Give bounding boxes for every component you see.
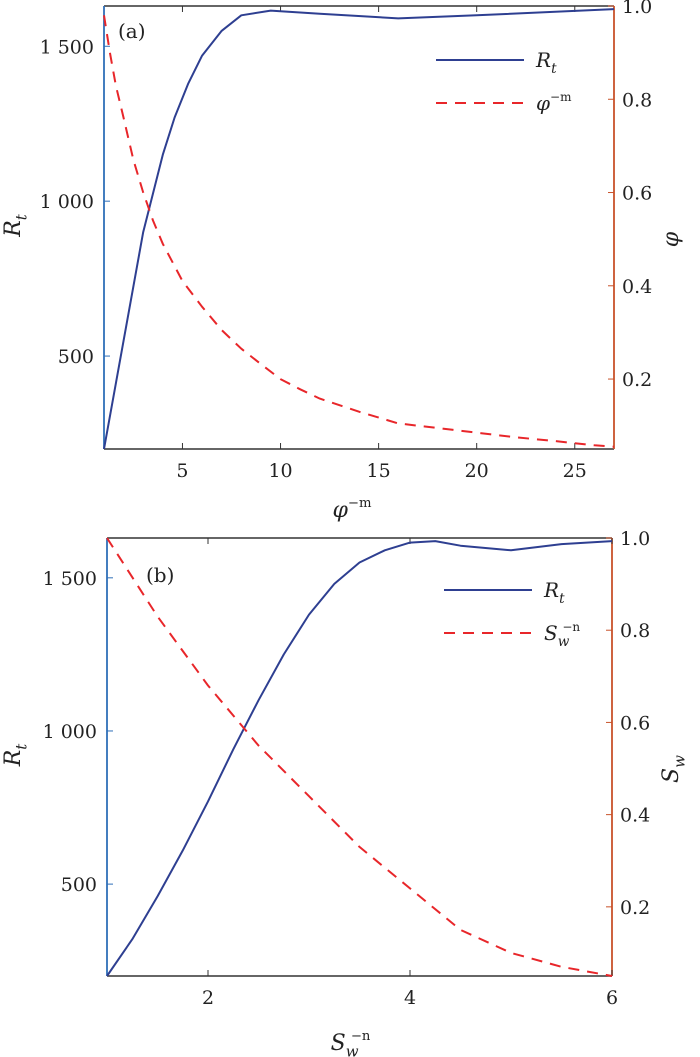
x-tick-label: 2 <box>202 987 214 1009</box>
y-right-tick-label: 0.2 <box>622 369 652 391</box>
x-tick-label: 5 <box>176 460 188 482</box>
y-left-tick-label: 1 500 <box>43 568 97 590</box>
y-right-axis-label: φ <box>659 231 684 247</box>
y-left-tick-label: 1 500 <box>40 36 94 58</box>
x-axis-label-base: S <box>331 1031 346 1056</box>
legend-label-1-base: S <box>544 621 558 645</box>
y-right-axis-label-base: φ <box>659 231 684 247</box>
y-left-axis-label-sub: t <box>13 213 31 220</box>
series-line-1 <box>106 537 613 977</box>
y-right-tick-label: 0.2 <box>620 897 650 919</box>
y-left-tick-label: 1 000 <box>40 191 94 213</box>
y-left-tick-label: 500 <box>61 874 97 896</box>
y-right-tick-label: 1.0 <box>620 528 650 550</box>
legend-label-0-base: R <box>535 48 551 72</box>
x-axis-label-sup: −n <box>351 1029 371 1044</box>
panel-tag: (a) <box>118 19 146 43</box>
series-line-0 <box>106 540 613 977</box>
y-left-axis-label-base: R <box>1 220 26 238</box>
legend-label-1: Sw−n <box>544 620 580 650</box>
legend-label-1-sub: w <box>558 634 570 650</box>
y-left-axis-label: Rt <box>1 213 31 238</box>
x-tick-label: 6 <box>606 987 618 1009</box>
y-right-tick-label: 0.4 <box>620 805 650 827</box>
legend-label-0-sub: t <box>559 591 565 607</box>
y-right-tick-label: 0.6 <box>622 183 652 205</box>
x-axis-label-sup: −m <box>348 496 372 511</box>
x-axis-label: φ−m <box>333 496 372 523</box>
x-tick-label: 4 <box>404 987 416 1009</box>
y-left-tick-label: 500 <box>58 346 94 368</box>
y-right-tick-label: 0.8 <box>622 89 652 111</box>
x-tick-label: 20 <box>465 460 489 482</box>
x-axis-label-base: φ <box>333 498 349 523</box>
legend-label-0: Rt <box>543 578 565 607</box>
y-right-axis-label: Sw <box>659 755 689 783</box>
y-left-axis-label-base: R <box>1 750 26 768</box>
series-line-1 <box>103 15 615 448</box>
x-tick-label: 10 <box>268 460 292 482</box>
y-right-tick-label: 0.6 <box>620 712 650 734</box>
y-right-axis-label-base: S <box>659 768 684 783</box>
y-right-tick-label: 1.0 <box>622 0 652 18</box>
panel-tag: (b) <box>146 563 174 587</box>
y-right-axis-label-sub: w <box>671 755 689 768</box>
y-left-tick-label: 1 000 <box>43 721 97 743</box>
legend-label-0: Rt <box>535 48 557 77</box>
x-tick-label: 15 <box>367 460 391 482</box>
x-axis-label: Sw−n <box>331 1029 371 1057</box>
x-tick-label: 25 <box>563 460 587 482</box>
legend-label-1-base: φ <box>536 91 550 115</box>
y-left-axis-label: Rt <box>1 743 31 768</box>
legend-label-0-sub: t <box>551 61 557 77</box>
y-right-tick-label: 0.4 <box>622 276 652 298</box>
series-line-0 <box>103 8 615 450</box>
legend-label-1: φ−m <box>536 90 572 115</box>
y-left-axis-label-sub: t <box>13 743 31 750</box>
legend-label-0-base: R <box>543 578 559 602</box>
x-axis-label-sub: w <box>346 1043 359 1057</box>
legend-label-1-sup: −m <box>550 90 572 104</box>
y-right-tick-label: 0.8 <box>620 620 650 642</box>
legend-label-1-sup: −n <box>562 620 580 634</box>
